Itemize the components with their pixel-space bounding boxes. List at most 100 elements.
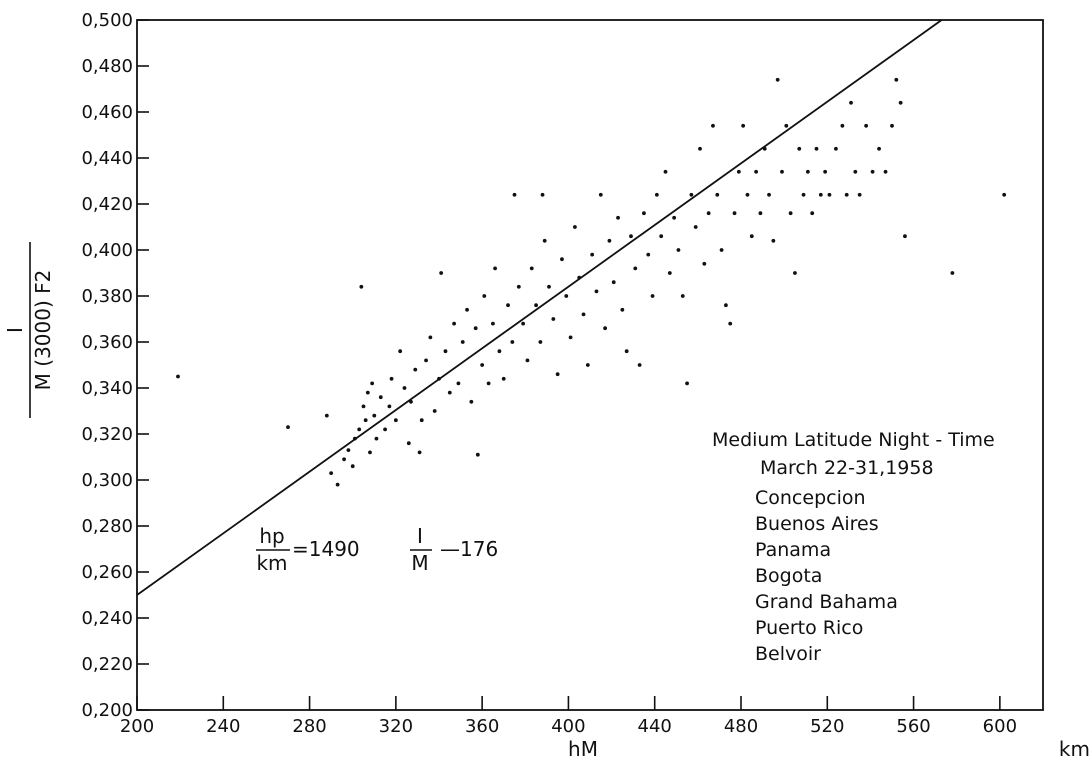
data-point [827, 192, 832, 197]
data-point [560, 257, 564, 262]
data-point [736, 169, 741, 174]
y-axis-title: I M (3000) F2 [3, 242, 55, 418]
formula: hp km =1490 I M —176 [256, 524, 498, 575]
x-tick-label: 360 [465, 716, 499, 737]
station-name: Bogota [755, 565, 822, 587]
data-point [629, 234, 633, 239]
x-axis-title: hM [568, 737, 598, 761]
station-name: Concepcion [755, 487, 866, 509]
data-point [667, 271, 672, 275]
data-point [568, 335, 573, 340]
x-tick-label: 480 [724, 716, 758, 737]
data-point [749, 234, 754, 239]
y-tick-label: 0,260 [81, 562, 133, 583]
y-tick-label: 0,420 [81, 194, 133, 215]
data-point [857, 192, 862, 197]
station-name: Puerto Rico [755, 617, 863, 639]
data-point [521, 321, 526, 326]
data-point [585, 363, 590, 367]
data-point [685, 381, 689, 386]
data-point [573, 225, 577, 229]
data-point [469, 399, 474, 404]
station-name: Buenos Aires [755, 513, 879, 535]
y-tick-label: 0,220 [81, 654, 133, 675]
data-point [365, 390, 370, 395]
data-point [844, 192, 849, 197]
data-point [393, 418, 398, 423]
y-tick-label: 0,200 [81, 700, 133, 721]
data-point [603, 326, 607, 331]
data-point [482, 294, 487, 298]
data-point [1002, 192, 1007, 197]
formula-fraction-numerator: I [417, 524, 423, 548]
data-point [413, 367, 418, 372]
data-point [646, 252, 651, 257]
data-point [398, 349, 403, 354]
data-point [465, 307, 469, 312]
data-point [456, 381, 461, 386]
data-point [663, 169, 668, 174]
y-tick-label: 0,440 [81, 148, 133, 169]
data-point [706, 211, 711, 216]
data-point [654, 192, 659, 197]
plot-area [136, 19, 1044, 711]
data-point [883, 169, 888, 174]
x-tick-label: 240 [206, 716, 240, 737]
y-tick-label: 0,480 [81, 56, 133, 77]
data-point [540, 192, 545, 197]
data-point [428, 335, 433, 340]
data-point [493, 266, 497, 271]
data-point [715, 192, 720, 197]
data-point [702, 261, 707, 266]
data-point [402, 386, 407, 390]
data-point [870, 169, 875, 174]
data-point [361, 404, 366, 409]
data-point [501, 376, 506, 381]
data-point [890, 123, 894, 128]
data-point [805, 169, 810, 174]
data-point [719, 248, 724, 252]
data-point [732, 211, 737, 216]
data-point [823, 169, 828, 174]
data-point [689, 192, 694, 197]
data-point [797, 146, 802, 151]
data-point [810, 211, 815, 216]
data-point [616, 215, 620, 220]
data-point [374, 436, 379, 441]
data-point [581, 312, 586, 317]
y-tick-label: 0,240 [81, 608, 133, 629]
y-tick-label: 0,360 [81, 332, 133, 353]
y-axis-title-denominator: M (3000) F2 [31, 270, 55, 391]
data-point [372, 413, 377, 418]
data-point [346, 448, 351, 452]
data-point [780, 169, 784, 174]
x-axis-unit: km [1059, 737, 1090, 761]
data-point [342, 457, 346, 462]
data-point [607, 238, 612, 243]
regression-line-group [136, 19, 943, 596]
station-list: Concepcion Buenos Aires Panama Bogota Grand … [755, 487, 898, 665]
data-point [176, 374, 180, 379]
data-point [512, 192, 517, 197]
data-point [814, 146, 819, 151]
data-point [486, 381, 491, 386]
data-point [728, 321, 733, 326]
data-point [775, 77, 780, 82]
formula-lhs-denominator: km [256, 551, 287, 575]
formula-constant: —176 [440, 537, 498, 561]
data-point [898, 100, 903, 105]
y-tick-label: 0,320 [81, 424, 133, 445]
x-tick-label: 400 [551, 716, 585, 737]
data-point [387, 404, 392, 409]
data-point [801, 192, 806, 197]
y-axis-title-numerator: I [3, 327, 27, 333]
regression-line [136, 19, 943, 596]
data-point [564, 294, 569, 298]
data-point [525, 358, 530, 363]
data-point [452, 321, 456, 326]
data-point [741, 123, 746, 128]
data-point [324, 413, 329, 418]
data-point [620, 307, 625, 312]
data-point [711, 123, 715, 128]
